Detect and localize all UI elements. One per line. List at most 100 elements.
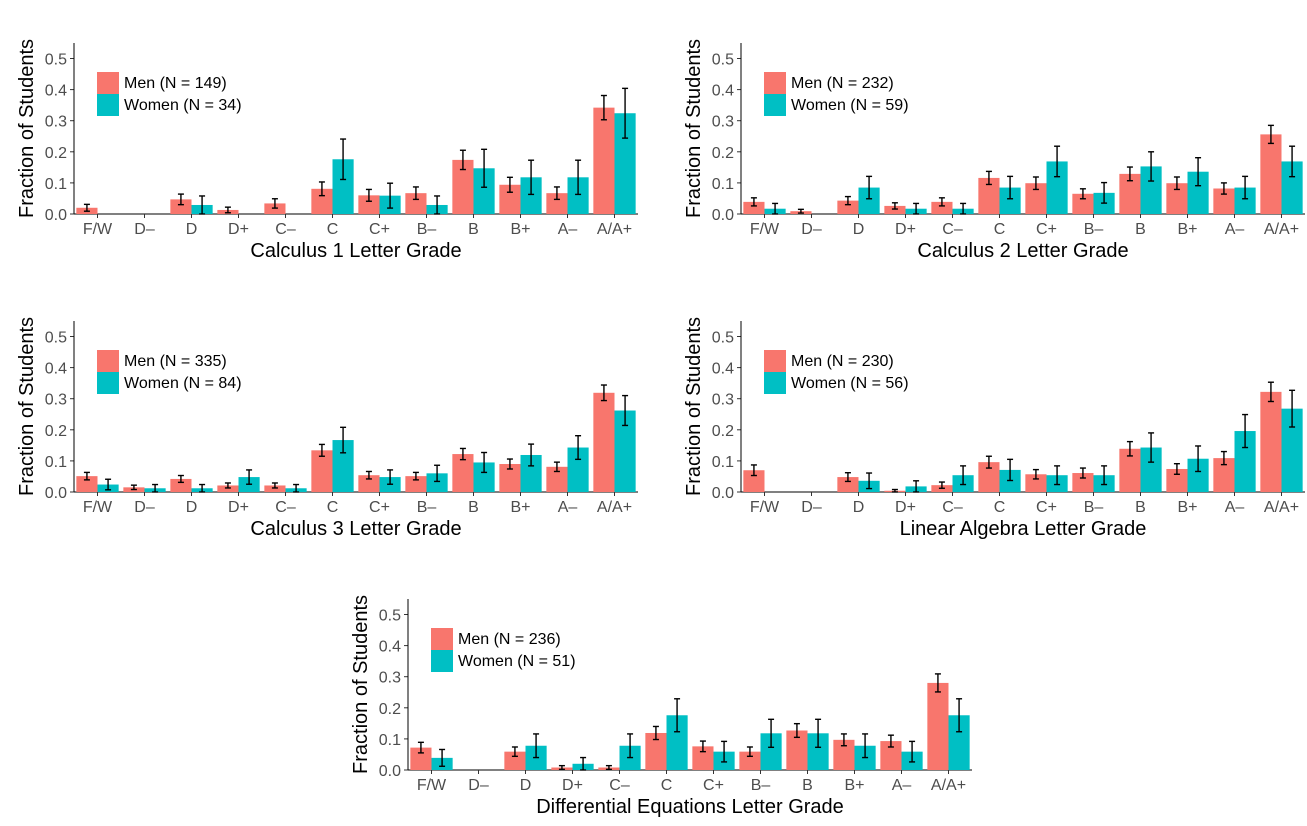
plot-area: Fraction of Students 0.0 0.1 0.2 0.3 0.4 0.5 F/…: [683, 39, 1305, 262]
bar-men: [311, 450, 333, 492]
x-tick-label: B–: [417, 221, 437, 238]
x-tick-label: B: [468, 221, 479, 238]
x-tick-label: A–: [558, 499, 578, 516]
x-tick-label: C+: [1036, 499, 1057, 516]
bar-women: [614, 113, 636, 214]
bar-men: [739, 751, 761, 770]
x-tick-label: D–: [468, 777, 489, 794]
bar-women: [666, 715, 688, 770]
bar-women: [520, 454, 542, 492]
chart-panel-calculus-1: Fraction of Students 0.0 0.1 0.2 0.3 0.4 0.5 F/…: [0, 0, 640, 270]
x-tick-label: B+: [1177, 221, 1197, 238]
x-axis-title: Calculus 3 Letter Grade: [250, 518, 461, 540]
x-tick-label: C+: [369, 499, 390, 516]
bar-men: [170, 199, 192, 214]
legend: Men (N = 230) Women (N = 56): [764, 350, 909, 394]
bar-women: [332, 440, 354, 492]
y-tick-label: 0.5: [379, 608, 401, 625]
legend-label-men: Men (N = 232): [791, 75, 894, 92]
bar-men: [499, 464, 521, 492]
y-axis-title: Fraction of Students: [683, 39, 705, 218]
x-tick-label: F/W: [417, 777, 447, 794]
legend-swatch-women: [431, 650, 453, 672]
bar-men: [410, 747, 432, 770]
y-tick-label: 0.4: [712, 83, 734, 100]
legend-swatch-men: [97, 350, 119, 372]
bar-men: [786, 730, 808, 770]
x-tick-label: C: [994, 499, 1006, 516]
legend-swatch-women: [97, 94, 119, 116]
y-tick-label: 0.1: [712, 176, 734, 193]
bar-men: [311, 188, 333, 214]
x-tick-label: F/W: [83, 499, 113, 516]
x-tick-label: B+: [510, 221, 530, 238]
x-tick-label: C+: [703, 777, 724, 794]
x-tick-label: D: [853, 499, 865, 516]
chart-svg: Fraction of Students 0.0 0.1 0.2 0.3 0.4 0.5 F/…: [683, 39, 1305, 262]
bar-men: [593, 392, 615, 492]
bar-men: [884, 205, 906, 214]
bar-men: [743, 201, 765, 214]
legend-swatch-men: [431, 628, 453, 650]
legend-swatch-men: [97, 72, 119, 94]
y-tick-label: 0.0: [712, 485, 734, 502]
bar-men: [1260, 391, 1282, 492]
chart-svg: Fraction of Students 0.0 0.1 0.2 0.3 0.4 0.5 F/…: [16, 317, 638, 540]
x-tick-label: A/A+: [931, 777, 966, 794]
x-tick-label: B–: [417, 499, 437, 516]
x-tick-label: C+: [369, 221, 390, 238]
y-tick-label: 0.4: [379, 639, 401, 656]
x-tick-label: D+: [562, 777, 583, 794]
legend: Men (N = 232) Women (N = 59): [764, 72, 909, 116]
bar-men: [170, 478, 192, 492]
y-tick-label: 0.1: [45, 454, 67, 471]
bar-men: [743, 470, 765, 492]
x-tick-label: B–: [1084, 499, 1104, 516]
bar-men: [880, 741, 902, 770]
x-tick-label: D: [186, 499, 198, 516]
x-tick-label: C+: [1036, 221, 1057, 238]
y-axis-title: Fraction of Students: [350, 595, 372, 774]
legend-label-women: Women (N = 59): [791, 97, 909, 114]
y-tick-label: 0.1: [45, 176, 67, 193]
x-tick-label: D–: [134, 499, 155, 516]
y-tick-label: 0.1: [712, 454, 734, 471]
bar-men: [1072, 193, 1094, 214]
bar-men: [1119, 173, 1141, 214]
x-tick-label: D: [853, 221, 865, 238]
legend-swatch-men: [764, 72, 786, 94]
bar-men: [978, 177, 1000, 214]
bar-men: [1119, 448, 1141, 492]
x-tick-label: A–: [558, 221, 578, 238]
bar-women: [567, 177, 589, 214]
bar-women: [567, 447, 589, 492]
x-tick-label: F/W: [750, 221, 780, 238]
x-tick-label: A–: [1225, 499, 1245, 516]
bar-women: [614, 410, 636, 492]
chart-panel-differential-equations: Fraction of Students 0.0 0.1 0.2 0.3 0.4 0.5 F/…: [334, 556, 974, 826]
y-axis-title: Fraction of Students: [16, 317, 38, 496]
bar-men: [1213, 458, 1235, 492]
x-tick-label: D–: [134, 221, 155, 238]
x-tick-label: C: [327, 499, 339, 516]
chart-svg: Fraction of Students 0.0 0.1 0.2 0.3 0.4 0.5 F/…: [16, 39, 638, 262]
legend-label-women: Women (N = 34): [124, 97, 242, 114]
x-tick-label: B–: [751, 777, 771, 794]
x-tick-label: D+: [895, 221, 916, 238]
legend-label-men: Men (N = 236): [458, 631, 561, 648]
bar-women: [426, 473, 448, 492]
chart-panel-calculus-2: Fraction of Students 0.0 0.1 0.2 0.3 0.4 0.5 F/…: [667, 0, 1307, 270]
bar-men: [546, 466, 568, 492]
x-tick-label: D: [186, 221, 198, 238]
x-tick-label: B+: [510, 499, 530, 516]
bar-men: [217, 485, 239, 492]
x-tick-label: D: [520, 777, 532, 794]
x-tick-label: D+: [895, 499, 916, 516]
x-tick-label: C–: [275, 221, 296, 238]
bar-men: [264, 485, 286, 492]
x-tick-label: A/A+: [597, 499, 632, 516]
bar-men: [1025, 474, 1047, 492]
bar-women: [473, 462, 495, 492]
legend-label-women: Women (N = 51): [458, 653, 576, 670]
bar-men: [452, 159, 474, 214]
